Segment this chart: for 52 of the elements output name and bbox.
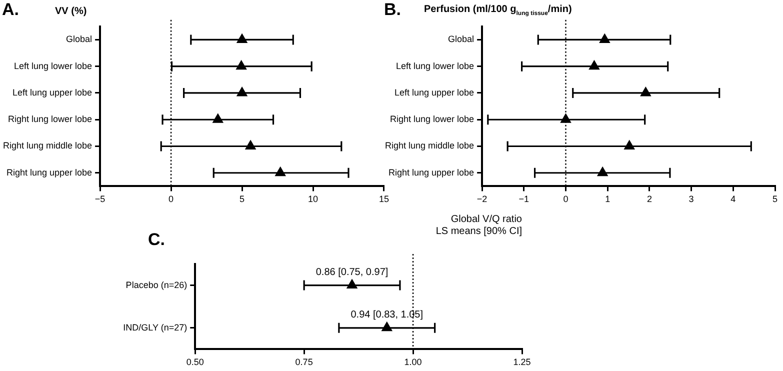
- data-label: 0.94 [0.83, 1.05]: [350, 310, 424, 321]
- x-tick-label: 0.50: [186, 357, 204, 368]
- point: [236, 86, 248, 96]
- y-tick-label: Right lung middle lobe: [384, 140, 474, 151]
- y-tick-label: Left lung lower lobe: [396, 60, 474, 71]
- point: [275, 166, 286, 176]
- y-tick-label: Left lung upper lobe: [394, 87, 474, 98]
- x-tick-label: 15: [378, 194, 389, 204]
- x-tick-label: 1: [605, 194, 610, 204]
- y-tick-label: Global: [448, 34, 474, 44]
- point: [212, 114, 224, 123]
- point: [588, 60, 600, 70]
- y-tick-label: Left lung upper lobe: [12, 87, 92, 98]
- chart-subtitle: Perfusion (ml/100 g$_{lung tissue}$/min): [424, 4, 572, 17]
- chart-title: A.: [2, 0, 19, 20]
- x-tick-label: 0: [563, 194, 568, 204]
- point: [599, 34, 610, 43]
- x-tick-label: 1.00: [404, 357, 422, 368]
- point: [236, 60, 247, 70]
- x-tick-label: 3: [688, 194, 694, 204]
- x-tick-label: 0.75: [295, 357, 313, 368]
- y-tick-label: Right lung upper lobe: [388, 167, 474, 178]
- x-tick-label: −5: [94, 194, 106, 204]
- point: [245, 140, 256, 150]
- point: [624, 140, 635, 150]
- y-tick-label: Global: [66, 34, 92, 44]
- x-tick-label: 5: [240, 194, 245, 204]
- x-tick-label: 4: [730, 194, 736, 204]
- x-tick-label: 10: [308, 194, 318, 204]
- y-tick-label: Left lung lower lobe: [14, 60, 92, 71]
- point: [236, 34, 248, 43]
- x-tick-label: 2: [646, 194, 652, 204]
- chart-title: C.: [148, 230, 165, 250]
- x-tick-label: 1.25: [513, 357, 531, 368]
- text: Global V/Q ratio: [450, 214, 522, 225]
- x-tick-label: −1: [518, 194, 530, 204]
- text: LS means [90% CI]: [436, 226, 522, 237]
- chart-title: B.: [384, 0, 401, 20]
- x-tick-label: 0: [168, 194, 174, 204]
- y-tick-label: Right lung lower lobe: [8, 114, 92, 124]
- point: [560, 114, 572, 123]
- y-tick-label: Right lung middle lobe: [2, 140, 92, 151]
- chart-subtitle: VV (%): [55, 6, 87, 17]
- data-label: 0.86 [0.75, 0.97]: [316, 267, 388, 278]
- x-tick-label: 5: [772, 194, 778, 204]
- x-tick-label: −2: [476, 194, 488, 204]
- y-tick-label: Right lung upper lobe: [6, 167, 92, 178]
- point: [640, 86, 651, 96]
- y-tick-label: Right lung lower lobe: [390, 114, 474, 124]
- y-tick-label: Placebo (n=26): [126, 280, 188, 290]
- y-tick-label: IND/GLY (n=27): [123, 322, 188, 332]
- point: [597, 166, 608, 176]
